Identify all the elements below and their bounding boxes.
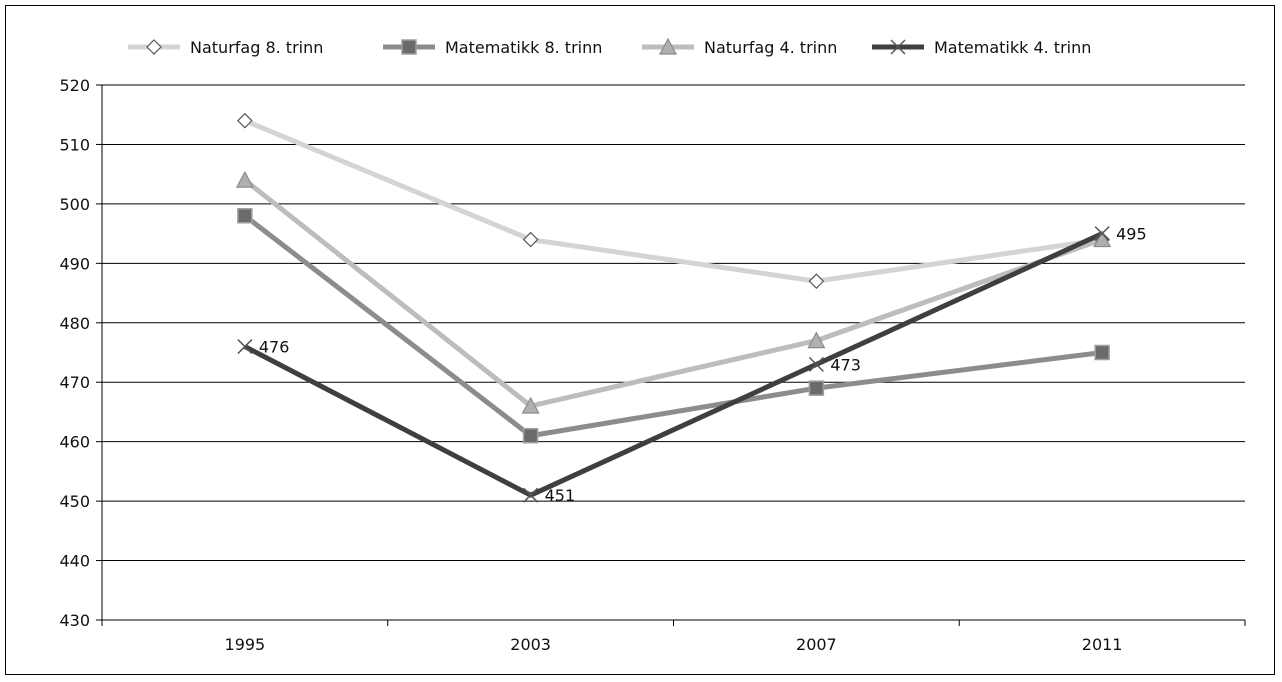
data-labels: 476 451 473 495 xyxy=(259,225,1147,506)
y-tick-label: 470 xyxy=(59,373,90,392)
triangle-marker xyxy=(807,331,826,349)
square-marker xyxy=(237,208,253,224)
legend-label: Naturfag 4. trinn xyxy=(704,38,837,57)
y-tick-label: 440 xyxy=(59,552,90,571)
axes: 430 440 450 460 470 480 490 500 510 520 1995 2003 20… xyxy=(59,76,1246,654)
square-marker xyxy=(401,39,417,55)
x-marker xyxy=(890,39,906,55)
y-tick-label: 480 xyxy=(59,314,90,333)
diamond-marker xyxy=(237,112,253,129)
triangle-marker xyxy=(659,37,677,55)
x-tick-label: 2003 xyxy=(510,635,551,654)
x-marker-stroke xyxy=(523,487,539,503)
x-marker-stroke xyxy=(808,356,824,372)
triangle-marker xyxy=(235,170,254,188)
y-tick-label: 500 xyxy=(59,195,90,214)
legend-label: Naturfag 8. trinn xyxy=(190,38,323,57)
diamond-marker xyxy=(522,231,539,248)
x-marker xyxy=(1094,226,1110,242)
y-tick-label: 460 xyxy=(59,433,90,452)
data-label: 451 xyxy=(545,486,576,505)
diamond-marker xyxy=(146,39,162,55)
series-line xyxy=(243,118,1103,284)
diamond-marker xyxy=(808,273,825,290)
x-marker xyxy=(523,487,539,503)
y-tick-label: 430 xyxy=(59,611,90,630)
y-tick-label: 450 xyxy=(59,492,90,511)
legend-label: Matematikk 4. trinn xyxy=(934,38,1091,57)
legend-label: Matematikk 8. trinn xyxy=(445,38,602,57)
data-label: 476 xyxy=(259,338,290,357)
square-marker xyxy=(808,380,825,396)
x-marker-stroke xyxy=(1094,226,1110,242)
series-lines xyxy=(243,118,1104,498)
y-tick-label: 510 xyxy=(59,135,90,154)
y-tick-label: 520 xyxy=(59,76,90,95)
x-tick-label: 1995 xyxy=(225,635,266,654)
chart-frame xyxy=(5,5,1275,675)
square-marker xyxy=(1094,344,1110,361)
x-marker-stroke xyxy=(890,39,906,55)
series-markers xyxy=(235,112,1112,503)
triangle-marker xyxy=(1093,230,1112,248)
x-tick-label: 2011 xyxy=(1082,635,1123,654)
series-line xyxy=(243,213,1103,439)
series-line xyxy=(243,178,1103,409)
x-tick-label: 2007 xyxy=(796,635,837,654)
x-marker xyxy=(808,356,824,372)
x-marker-stroke xyxy=(237,339,253,355)
y-tick-label: 490 xyxy=(59,254,90,273)
data-label: 495 xyxy=(1116,225,1147,244)
triangle-marker xyxy=(521,396,540,414)
x-marker xyxy=(237,339,253,355)
legend: Naturfag 8. trinn Matematikk 8. trinn Natu… xyxy=(128,37,1091,57)
gridlines xyxy=(102,84,1245,562)
series-line xyxy=(243,231,1104,498)
data-label: 473 xyxy=(830,355,861,374)
square-marker xyxy=(522,427,539,444)
